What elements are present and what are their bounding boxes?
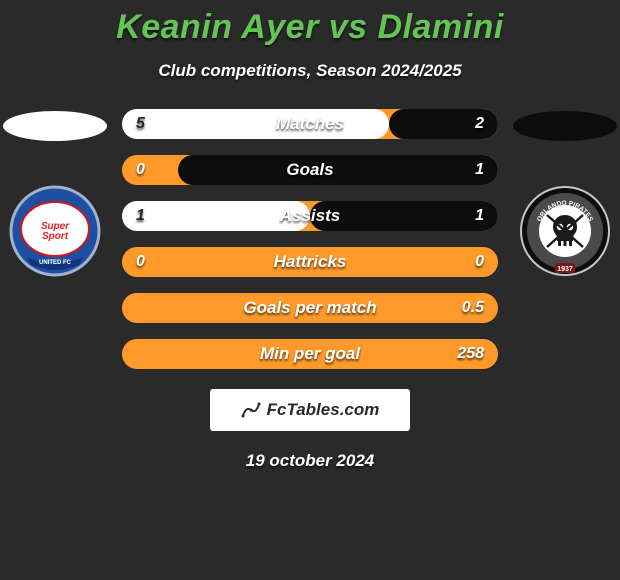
stat-bars: 52Matches 01Goals 11Assists 00Hattricks 0.5G…: [122, 109, 498, 369]
left-player-column: Super Sport UNITED FC: [0, 109, 110, 277]
stat-bar: 01Goals: [122, 155, 498, 185]
page-subtitle: Club competitions, Season 2024/2025: [0, 47, 620, 81]
svg-text:UNITED FC: UNITED FC: [39, 260, 72, 266]
bar-label: Assists: [122, 201, 498, 231]
page-title: Keanin Ayer vs Dlamini: [0, 0, 620, 47]
stat-bar: 258Min per goal: [122, 339, 498, 369]
bar-label: Goals: [122, 155, 498, 185]
attribution-badge: FcTables.com: [210, 389, 410, 431]
stat-bar: 00Hattricks: [122, 247, 498, 277]
supersport-crest-icon: Super Sport UNITED FC: [9, 185, 101, 277]
pirates-crest-icon: ORLANDO PIRATES 1937: [519, 185, 611, 277]
right-club-crest: ORLANDO PIRATES 1937: [519, 185, 611, 277]
stat-bar: 52Matches: [122, 109, 498, 139]
svg-text:Sport: Sport: [42, 231, 69, 242]
svg-text:1937: 1937: [557, 266, 573, 273]
bar-label: Matches: [122, 109, 498, 139]
stat-bar: 0.5Goals per match: [122, 293, 498, 323]
stat-bar: 11Assists: [122, 201, 498, 231]
bar-label: Min per goal: [122, 339, 498, 369]
date-text: 19 october 2024: [0, 451, 620, 471]
attribution-text: FcTables.com: [267, 400, 380, 420]
bar-label: Hattricks: [122, 247, 498, 277]
right-player-column: ORLANDO PIRATES 1937: [510, 109, 620, 277]
fctables-logo-icon: [241, 400, 261, 420]
bar-label: Goals per match: [122, 293, 498, 323]
left-club-crest: Super Sport UNITED FC: [9, 185, 101, 277]
left-player-ellipse: [3, 111, 107, 141]
comparison-panel: Super Sport UNITED FC O: [0, 109, 620, 369]
right-player-ellipse: [513, 111, 617, 141]
